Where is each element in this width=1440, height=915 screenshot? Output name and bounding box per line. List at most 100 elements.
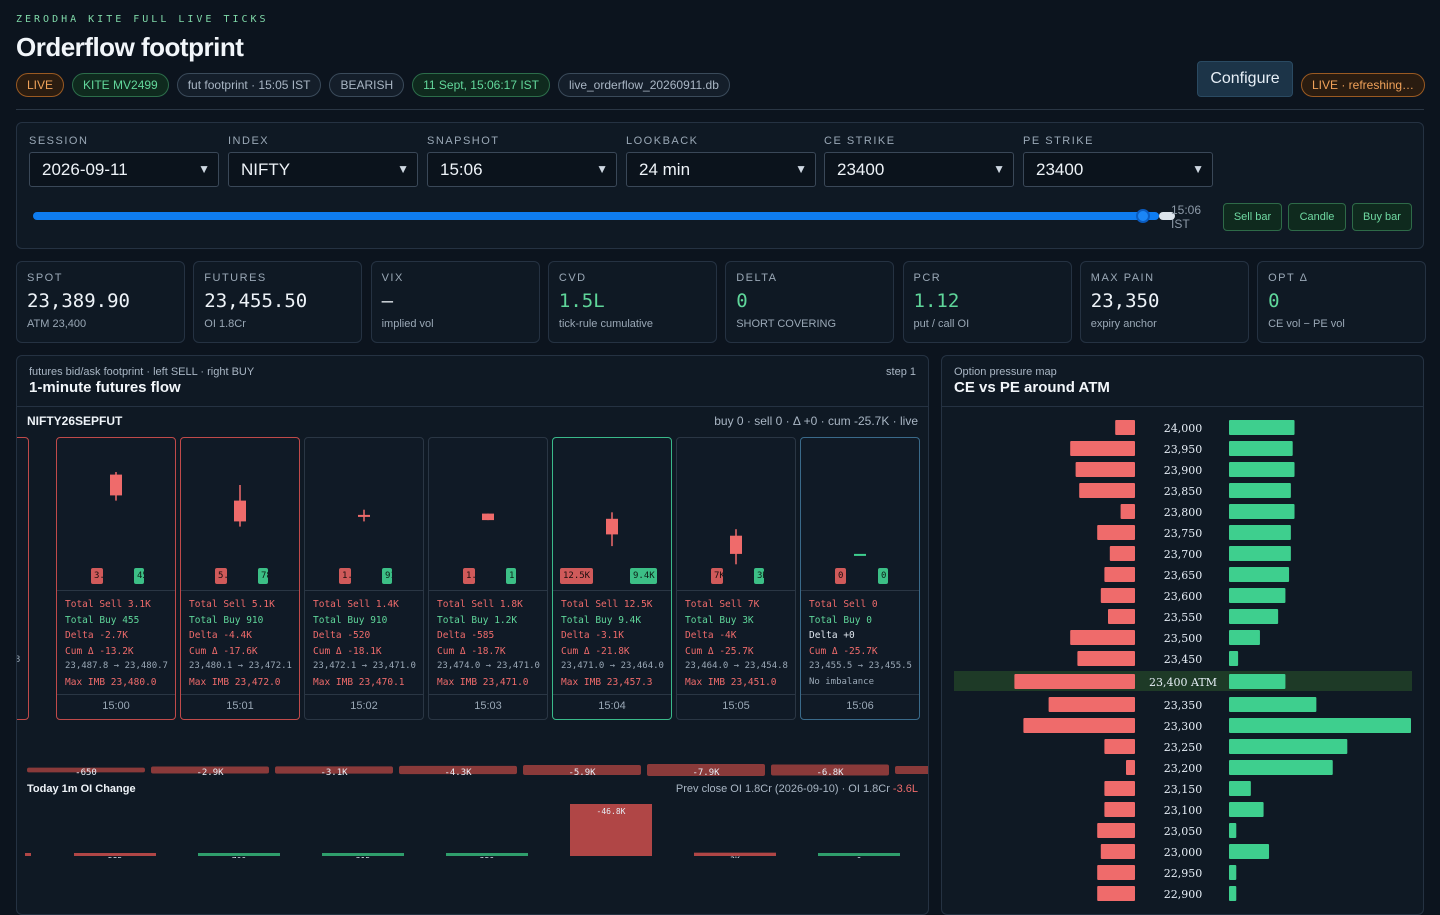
strike-value: 23,500 <box>1164 632 1203 645</box>
oi-note-text: Prev close OI 1.8Cr (2026-09-10) · OI 1.… <box>675 783 890 795</box>
ce-bar <box>1104 781 1135 796</box>
delta-bar <box>895 766 928 774</box>
strike-value: 23,850 <box>1164 485 1203 498</box>
slider-tz: IST <box>1171 217 1190 231</box>
max-imbalance: Max IMB 23,472.0 <box>189 676 281 688</box>
oi-bar-label: 585 <box>108 856 123 858</box>
app-subtitle: ZERODHA KITE FULL LIVE TICKS <box>16 14 269 25</box>
card-time-divider <box>801 694 919 695</box>
configure-button[interactable]: Configure <box>1197 61 1293 97</box>
delta-bar <box>523 765 641 775</box>
card-divider <box>801 590 919 591</box>
card-divider <box>57 590 175 591</box>
delta-bar <box>771 764 889 776</box>
strike-value: 23,400 <box>1149 676 1188 689</box>
sell-volume-label: 5.1K <box>215 568 227 584</box>
pe-strike-label: PE STRIKE <box>1023 135 1094 147</box>
session-select[interactable]: 2026-09-11 ▼ <box>29 152 219 187</box>
strike-label: 23,150 <box>1164 783 1203 796</box>
candle-chart <box>234 485 246 527</box>
pe-bar <box>1229 441 1293 456</box>
oi-note-change: -3.6L <box>892 783 918 795</box>
strike-value: 23,450 <box>1164 653 1203 666</box>
stat-value: 23,389.90 <box>27 290 130 312</box>
stat-card-opt: OPT Δ 0 CE vol − PE vol <box>1257 261 1427 343</box>
candle-chart <box>730 529 742 565</box>
delta: Delta -3.1K <box>561 630 624 641</box>
lookback-select[interactable]: 24 min ▼ <box>626 152 816 187</box>
max-imbalance: Max IMB 23,457.3 <box>561 676 653 688</box>
delta-bar-label: -7.9K <box>692 768 720 778</box>
card-stats: Total Sell 5.1K Total Buy 910 Delta -4.4K C… <box>189 597 292 690</box>
candle-chart <box>854 553 866 556</box>
sell-bar-toggle[interactable]: Sell bar <box>1223 203 1282 231</box>
footprint-card: 7K 3K Total Sell 7K Total Buy 3K Delta -4K Cu… <box>676 437 796 720</box>
strike-value: 23,900 <box>1164 464 1203 477</box>
footprint-card: 12.5K 9.4K Total Sell 12.5K Total Buy 9.4K D… <box>552 437 672 720</box>
buy-volume-label: 9.4K <box>630 568 657 584</box>
strike-label: 23,900 <box>1164 464 1203 477</box>
card-stats: Total Sell 0 Total Buy 0 Delta +0 Cum Δ -25… <box>809 597 912 690</box>
oi-bar <box>570 804 652 856</box>
footprint-card: 5.1K 780 Total Sell 5.1K Total Buy 910 Delta… <box>180 437 300 720</box>
strike-label: 23,650 <box>1164 569 1203 582</box>
flow-summary: buy 0 · sell 0 · Δ +0 · cum -25.7K · liv… <box>714 414 918 428</box>
time-slider-remaining <box>1159 212 1175 220</box>
card-time: 15:01 <box>226 700 254 712</box>
strike-label: 23,750 <box>1164 527 1203 540</box>
card-time-divider <box>181 694 299 695</box>
pe-bar <box>1229 886 1237 901</box>
page-title: Orderflow footprint <box>16 32 244 62</box>
strike-value: 23,600 <box>1164 590 1203 603</box>
delta-bar <box>275 766 393 774</box>
time-slider-handle[interactable] <box>1136 209 1150 223</box>
footprint-card: 0 0 Total Sell 0 Total Buy 0 Delta +0 Cum Δ -… <box>800 437 920 720</box>
option-pressure-chart: 24,000 23,950 23,900 23,850 23,800 23,750 23,7… <box>954 420 1412 901</box>
card-divider <box>181 590 299 591</box>
oi-bar <box>25 853 31 856</box>
buy-volume-label: 910 <box>382 568 392 584</box>
slider-time: 15:06 <box>1171 203 1202 217</box>
flow-title: 1-minute futures flow <box>29 379 181 396</box>
candle-body <box>730 535 742 554</box>
delta-bar-label: -2.9K <box>196 768 224 778</box>
pe-bar <box>1229 760 1333 775</box>
flow-step: step 1 <box>886 366 916 378</box>
time-slider-track[interactable] <box>33 212 1159 220</box>
strike-label: 23,850 <box>1164 485 1203 498</box>
card-divider <box>553 590 671 591</box>
stat-sub: tick-rule cumulative <box>558 318 654 330</box>
stat-sub: ATM 23,400 <box>27 318 87 330</box>
ce-bar <box>1079 483 1135 498</box>
total-sell: Total Sell 3.1K <box>65 599 151 610</box>
card-time: 15:04 <box>598 700 626 712</box>
stat-card-cvd: CVD 1.5L tick-rule cumulative <box>547 261 717 343</box>
pe-strike-select[interactable]: 23400 ▼ <box>1023 152 1213 187</box>
ce-bar <box>1070 630 1135 645</box>
strike-value: 23,250 <box>1164 741 1203 754</box>
total-sell: Total Sell 0 <box>809 599 878 610</box>
max-imbalance: Max IMB 23,451.0 <box>685 676 777 688</box>
footprint-card: 3.1K 455 Total Sell 3.1K Total Buy 455 Delta… <box>56 437 176 720</box>
sell-volume-label: 1.4K <box>339 568 351 584</box>
pe-bar <box>1229 823 1237 838</box>
ce-strike-select[interactable]: 23400 ▼ <box>824 152 1014 187</box>
delta: Delta -4.4K <box>189 630 252 641</box>
ce-bar <box>1023 718 1135 733</box>
index-control: INDEX NIFTY ▼ <box>228 135 418 187</box>
ce-bar <box>1120 504 1135 519</box>
stat-sub: expiry anchor <box>1090 318 1157 330</box>
stat-sub: OI 1.8Cr <box>204 318 246 330</box>
index-select[interactable]: NIFTY ▼ <box>228 152 418 187</box>
strike-label: 23,550 <box>1164 611 1203 624</box>
card-divider <box>429 590 547 591</box>
candle-toggle[interactable]: Candle <box>1288 203 1346 231</box>
buy-bar-toggle[interactable]: Buy bar <box>1352 203 1412 231</box>
snapshot-select[interactable]: 15:06 ▼ <box>427 152 617 187</box>
futures-flow-panel: futures bid/ask footprint · left SELL · … <box>16 355 929 915</box>
pe-bar <box>1229 739 1348 754</box>
strike-label: 23,700 <box>1164 548 1203 561</box>
delta: Delta -2.7K <box>65 630 128 641</box>
ce-bar <box>1014 674 1135 689</box>
card-stats: Total Sell 3.1K Total Buy 455 Delta -2.7K C… <box>65 597 168 690</box>
